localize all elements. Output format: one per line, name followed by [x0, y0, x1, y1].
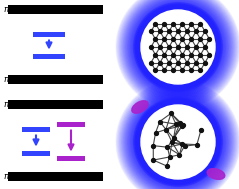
- Circle shape: [131, 95, 225, 189]
- Circle shape: [135, 4, 221, 90]
- Circle shape: [122, 86, 234, 189]
- Text: π: π: [4, 75, 9, 84]
- Bar: [57, 122, 85, 126]
- Circle shape: [132, 1, 224, 93]
- Circle shape: [137, 6, 219, 88]
- Text: π: π: [4, 172, 9, 181]
- Circle shape: [134, 98, 222, 186]
- Circle shape: [122, 0, 234, 103]
- Bar: [8, 75, 103, 84]
- Bar: [8, 100, 103, 109]
- Circle shape: [131, 0, 225, 94]
- Circle shape: [123, 0, 234, 102]
- Circle shape: [131, 0, 225, 94]
- Circle shape: [127, 91, 229, 189]
- Circle shape: [136, 5, 219, 88]
- Circle shape: [121, 0, 235, 104]
- Circle shape: [120, 0, 236, 105]
- Circle shape: [136, 101, 219, 184]
- Circle shape: [132, 96, 224, 188]
- Circle shape: [137, 101, 219, 183]
- Circle shape: [134, 3, 223, 91]
- Circle shape: [123, 87, 233, 189]
- Circle shape: [130, 0, 226, 95]
- Circle shape: [123, 87, 234, 189]
- Circle shape: [121, 85, 235, 189]
- Circle shape: [133, 2, 223, 92]
- Circle shape: [134, 98, 223, 186]
- Circle shape: [125, 90, 230, 189]
- Bar: [57, 156, 85, 160]
- Circle shape: [129, 0, 228, 97]
- Circle shape: [124, 0, 232, 101]
- Bar: [33, 32, 65, 36]
- Ellipse shape: [132, 101, 148, 113]
- Circle shape: [128, 92, 228, 189]
- Circle shape: [141, 10, 215, 84]
- Bar: [22, 150, 50, 156]
- Bar: [33, 53, 65, 59]
- Text: π*: π*: [4, 100, 14, 109]
- Circle shape: [120, 0, 236, 105]
- Circle shape: [129, 0, 227, 96]
- Bar: [8, 172, 103, 181]
- Text: π*: π*: [4, 5, 14, 14]
- Circle shape: [141, 105, 215, 179]
- Circle shape: [129, 92, 228, 189]
- Circle shape: [130, 94, 226, 189]
- Circle shape: [136, 5, 220, 89]
- Circle shape: [133, 97, 223, 187]
- Circle shape: [131, 95, 225, 189]
- Bar: [8, 5, 103, 14]
- Circle shape: [136, 100, 220, 184]
- Circle shape: [125, 0, 231, 100]
- Bar: [22, 126, 50, 132]
- Circle shape: [129, 93, 227, 189]
- Circle shape: [126, 90, 230, 189]
- Circle shape: [127, 0, 229, 98]
- Circle shape: [135, 99, 221, 185]
- Ellipse shape: [207, 169, 225, 179]
- Circle shape: [120, 84, 236, 189]
- Circle shape: [124, 88, 232, 189]
- Circle shape: [120, 84, 236, 189]
- Circle shape: [128, 0, 228, 97]
- Circle shape: [123, 0, 233, 102]
- Circle shape: [125, 0, 230, 99]
- Circle shape: [134, 3, 222, 91]
- Circle shape: [125, 89, 231, 189]
- Circle shape: [126, 0, 230, 99]
